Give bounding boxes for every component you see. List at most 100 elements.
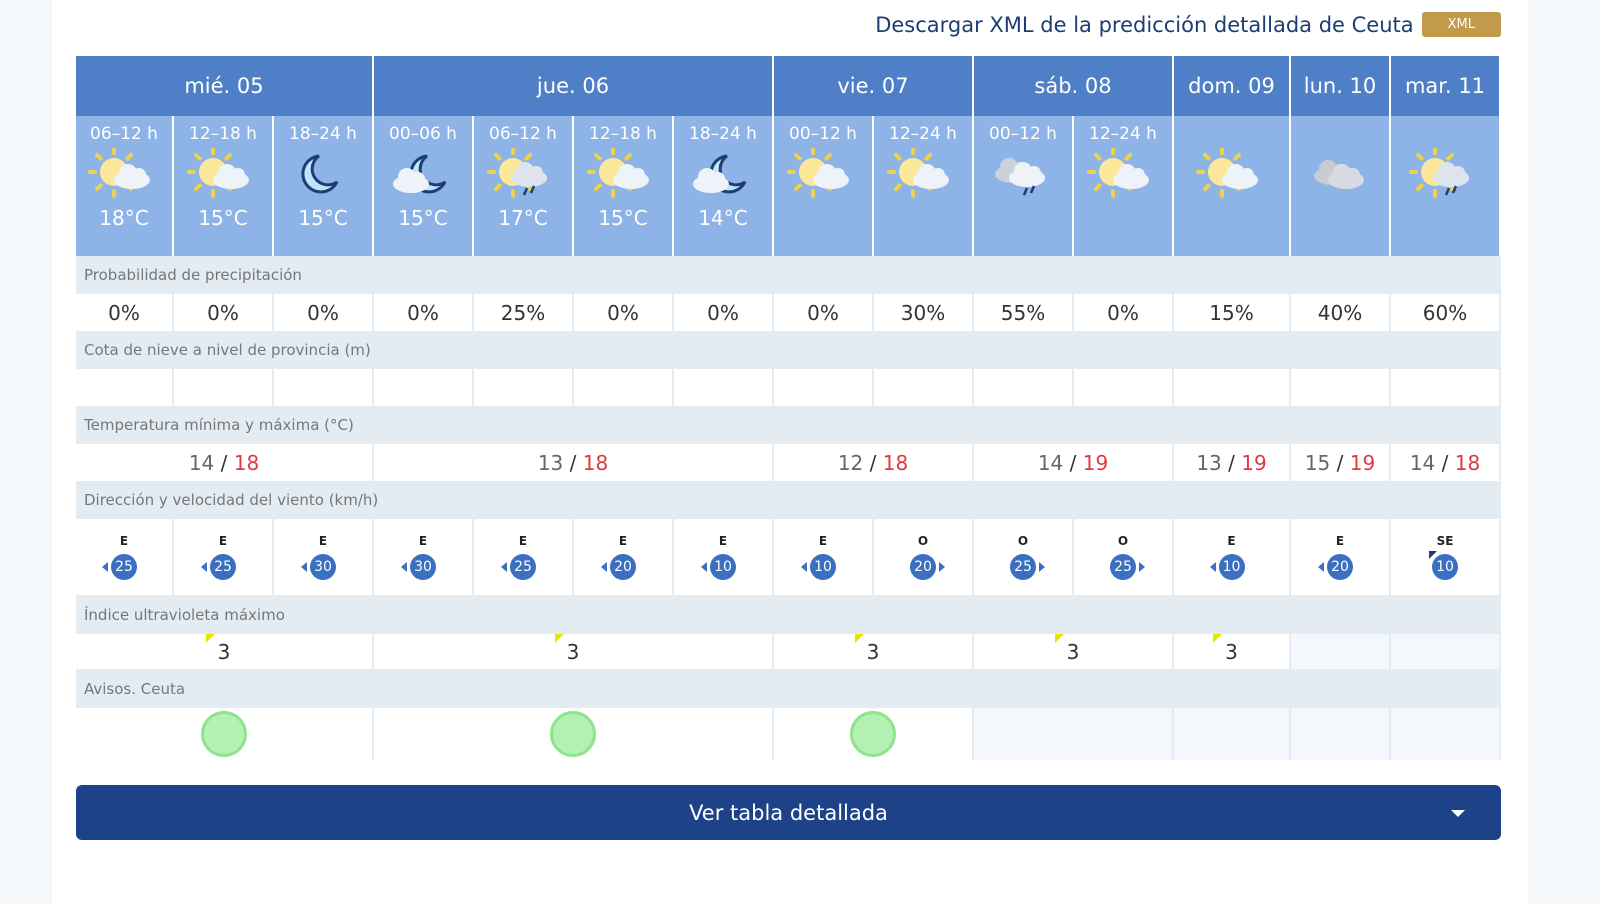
snow-value	[974, 369, 1074, 406]
period-label: 00–06 h	[389, 124, 457, 144]
snow-value	[274, 369, 374, 406]
wind-arrow-icon	[601, 562, 607, 572]
detailed-table-label: Ver tabla detallada	[689, 800, 888, 825]
wind-arrow-icon	[939, 562, 945, 572]
temp-min: 14	[1037, 450, 1064, 475]
xml-button[interactable]: XML	[1421, 12, 1501, 37]
cloud-icon	[1314, 160, 1364, 189]
uv-label: Índice ultravioleta máximo	[76, 595, 1501, 634]
precip-value: 15%	[1174, 294, 1291, 331]
wind-cell: E 25	[474, 519, 574, 595]
wind-speed-badge: 25	[501, 554, 536, 580]
green-warning-icon[interactable]	[201, 711, 247, 757]
period-label: 06–12 h	[489, 124, 557, 144]
day-header[interactable]: dom. 09	[1174, 56, 1291, 116]
uv-flag-icon	[1054, 633, 1064, 643]
sun-cloud-icon	[88, 148, 150, 198]
temp-range: 12 / 18	[774, 444, 974, 481]
detailed-table-button[interactable]: Ver tabla detallada	[76, 785, 1501, 840]
temp-max: 19	[1349, 450, 1376, 475]
wind-arrow-icon	[301, 562, 307, 572]
moon-cloud-icon	[693, 154, 747, 194]
wind-direction: E	[518, 534, 528, 548]
precip-value: 0%	[174, 294, 274, 331]
precip-label: Probabilidad de precipitación	[76, 256, 1501, 294]
snow-value	[1391, 369, 1501, 406]
day-header[interactable]: vie. 07	[774, 56, 974, 116]
wind-direction: E	[818, 534, 828, 548]
temp-range: 15 / 19	[1291, 444, 1391, 481]
period-temp: 18°C	[99, 206, 149, 230]
period-cell	[1291, 116, 1391, 256]
wind-speed: 25	[214, 559, 232, 575]
wind-cell: O 20	[874, 519, 974, 595]
separator: /	[1228, 450, 1235, 475]
day-header[interactable]: mié. 05	[76, 56, 374, 116]
wind-speed-badge: 25	[1110, 554, 1145, 580]
caret-down-icon	[1451, 810, 1465, 817]
temp-max: 18	[582, 450, 609, 475]
period-temp: 14°C	[698, 206, 748, 230]
precip-value: 0%	[374, 294, 474, 331]
day-header[interactable]: lun. 10	[1291, 56, 1391, 116]
wind-arrow-icon	[1429, 551, 1437, 559]
separator: /	[1069, 450, 1077, 475]
precip-value: 0%	[274, 294, 374, 331]
warning-cell	[1391, 708, 1501, 760]
uv-cell: 3	[774, 633, 974, 669]
wind-speed: 10	[1436, 559, 1454, 575]
period-temp: 15°C	[598, 206, 648, 230]
uv-cell: 3	[76, 633, 374, 669]
temp-max: 18	[233, 450, 260, 475]
uv-flag-icon	[205, 633, 215, 643]
wind-speed-badge: 25	[102, 554, 137, 580]
warning-cell	[374, 708, 774, 760]
wind-cell: E 20	[574, 519, 674, 595]
separator: /	[869, 450, 877, 475]
warning-cell	[1291, 708, 1391, 760]
wind-speed: 10	[1222, 559, 1241, 575]
day-header[interactable]: jue. 06	[374, 56, 774, 116]
warning-cell	[1174, 708, 1291, 760]
wind-cell: E 10	[674, 519, 774, 595]
wind-direction: E	[119, 534, 129, 548]
snow-value	[76, 369, 174, 406]
moon-cloud-icon	[393, 154, 447, 194]
day-header[interactable]: mar. 11	[1391, 56, 1501, 116]
separator: /	[220, 450, 228, 475]
cloud-rain-icon	[995, 158, 1045, 196]
wind-speed-badge: 20	[601, 554, 636, 580]
period-cell: 06–12 h 17°C	[474, 116, 574, 256]
wind-direction: E	[718, 534, 728, 548]
wind-direction: SE	[1436, 534, 1454, 548]
uv-flag-icon	[1213, 633, 1223, 643]
warning-cell	[76, 708, 374, 760]
green-warning-icon[interactable]	[850, 711, 896, 757]
wind-speed: 25	[514, 559, 532, 575]
uv-cell	[1391, 634, 1501, 669]
separator: /	[569, 450, 577, 475]
wind-speed: 25	[1114, 559, 1132, 575]
wind-direction: O	[1117, 534, 1129, 548]
wind-direction: E	[218, 534, 228, 548]
period-cell: 12–24 h	[874, 116, 974, 256]
snow-value	[674, 369, 774, 406]
wind-cell: O 25	[974, 519, 1074, 595]
snow-value	[1074, 369, 1174, 406]
green-warning-icon[interactable]	[550, 711, 596, 757]
xml-download-link[interactable]: Descargar XML de la predicción detallada…	[875, 12, 1414, 37]
precip-value: 40%	[1291, 294, 1391, 331]
wind-speed-badge: 10	[1429, 551, 1458, 580]
temp-range: 13 / 19	[1174, 444, 1291, 481]
temp-min: 12	[837, 450, 864, 475]
temp-max: 18	[882, 450, 909, 475]
uv-flag-icon	[854, 633, 864, 643]
wind-speed: 30	[314, 559, 332, 575]
precip-value: 0%	[774, 294, 874, 331]
period-temp: 15°C	[198, 206, 248, 230]
day-header[interactable]: sáb. 08	[974, 56, 1174, 116]
sun-cloud-icon	[887, 148, 949, 198]
snow-value	[874, 369, 974, 406]
wind-arrow-icon	[1209, 562, 1216, 572]
period-cell: 18–24 h 14°C	[674, 116, 774, 256]
